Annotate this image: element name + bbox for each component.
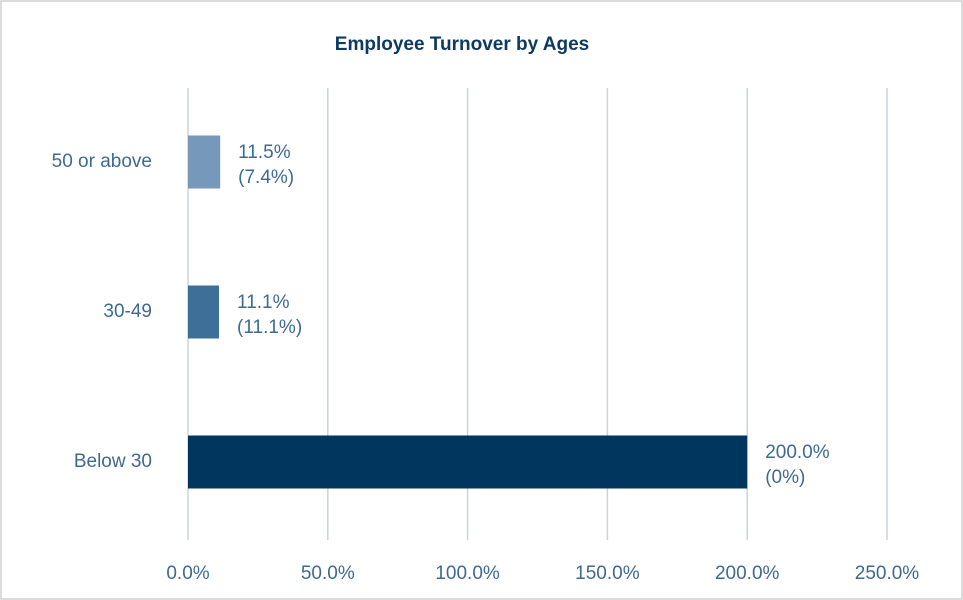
x-tick-label: 50.0% — [301, 563, 355, 584]
y-tick-label: 50 or above — [52, 151, 152, 172]
y-tick-label: 30-49 — [103, 301, 152, 322]
bar — [188, 285, 220, 339]
x-tick-label: 200.0% — [715, 563, 780, 584]
x-tick-label: 100.0% — [435, 563, 500, 584]
y-tick-label: Below 30 — [74, 451, 152, 472]
data-sublabel: (11.1%) — [237, 317, 302, 338]
data-sublabel: (0%) — [765, 467, 805, 488]
data-label: 200.0% — [765, 442, 830, 463]
x-tick-label: 150.0% — [575, 563, 640, 584]
bar — [188, 135, 221, 189]
bar — [188, 435, 748, 489]
data-label: 11.5% — [238, 142, 291, 163]
data-sublabel: (7.4%) — [238, 167, 294, 188]
x-tick-label: 0.0% — [166, 563, 209, 584]
x-tick-label: 250.0% — [855, 563, 920, 584]
data-label: 11.1% — [237, 292, 290, 313]
chart-title: Employee Turnover by Ages — [335, 34, 589, 55]
